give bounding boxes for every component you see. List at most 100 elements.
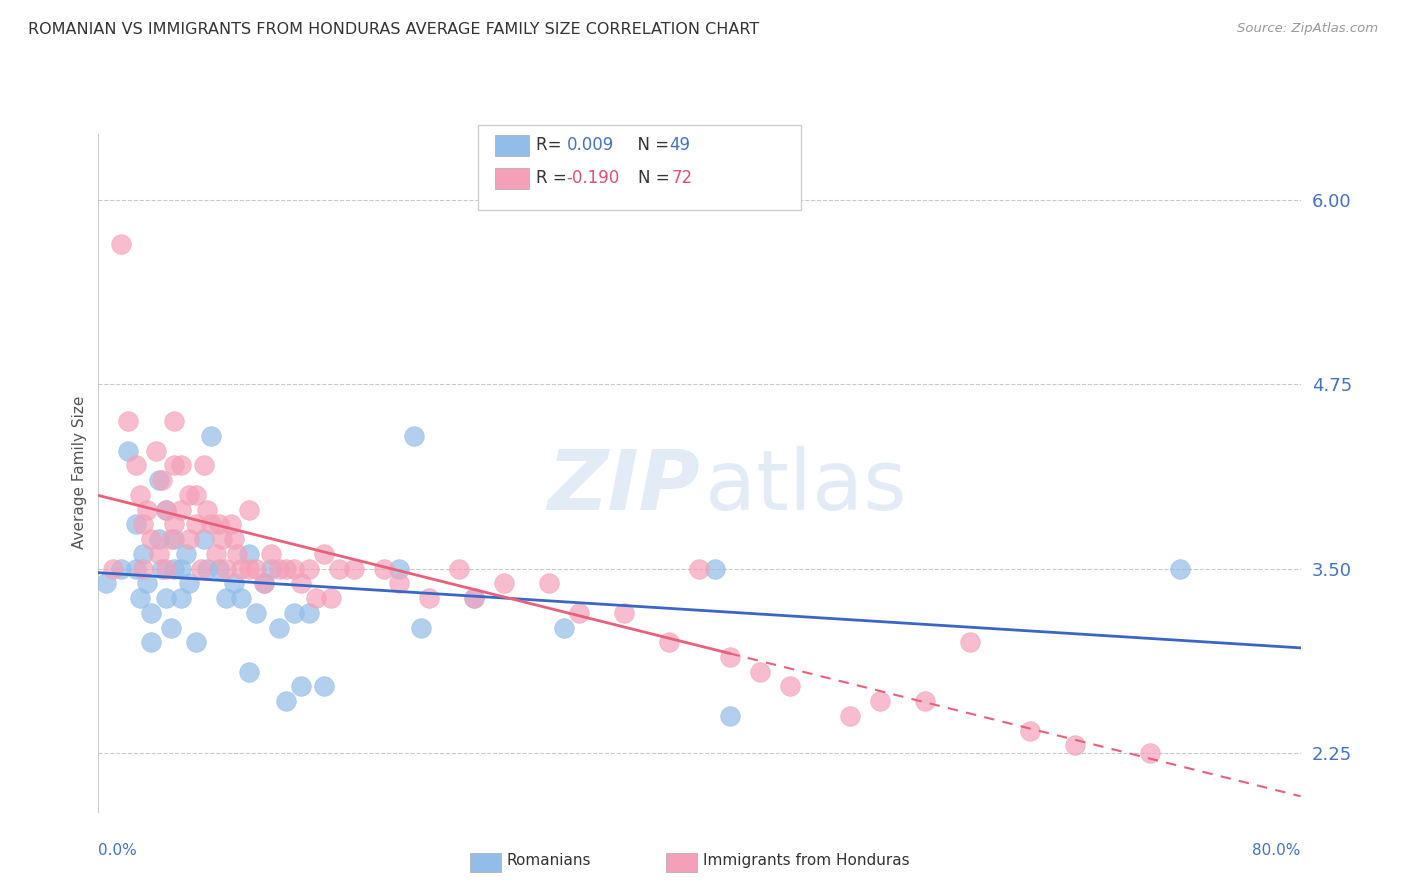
Point [148,532,170,546]
Point [204,547,226,561]
Text: 0.0%: 0.0% [98,843,138,858]
Point [125,561,148,575]
Point [388,561,411,575]
Text: atlas: atlas [706,446,907,527]
Point [139,532,162,546]
Point [914,694,936,708]
Point [312,547,335,561]
Point [222,532,245,546]
Text: 49: 49 [669,136,690,154]
Point [463,591,485,605]
Point [658,635,681,649]
Point [117,443,139,458]
Point [1139,746,1161,760]
Point [103,561,125,575]
Point [1170,561,1192,575]
Point [177,576,200,591]
Text: 72: 72 [672,169,693,187]
Point [155,502,177,516]
Point [283,606,305,620]
Point [162,532,184,546]
Point [411,620,433,634]
Point [538,576,561,591]
Text: N =: N = [638,169,675,187]
Point [568,606,591,620]
Y-axis label: Average Family Size: Average Family Size [72,396,87,549]
Point [132,547,155,561]
Point [129,488,152,502]
Point [748,665,770,679]
Point [150,561,173,575]
Point [1064,739,1087,753]
Point [135,576,157,591]
Point [155,502,177,516]
Text: R =: R = [536,169,572,187]
Point [290,680,312,694]
Point [125,458,148,473]
Point [159,620,181,634]
Point [162,561,184,575]
Point [703,561,725,575]
Point [193,458,215,473]
Point [305,591,328,605]
Text: Source: ZipAtlas.com: Source: ZipAtlas.com [1237,22,1378,36]
Point [718,709,741,723]
Point [418,591,440,605]
Point [245,606,267,620]
Point [328,561,350,575]
Text: 80.0%: 80.0% [1253,843,1301,858]
Point [162,458,184,473]
Point [245,561,267,575]
Point [139,635,162,649]
Point [195,561,218,575]
Point [184,517,207,532]
Point [132,517,155,532]
Point [110,561,132,575]
Point [170,591,193,605]
Point [110,237,132,252]
Point [238,665,260,679]
Point [869,694,891,708]
Point [129,591,152,605]
Point [253,576,276,591]
Point [132,561,155,575]
Point [276,561,298,575]
Point [231,591,253,605]
Point [253,576,276,591]
Point [312,680,335,694]
Point [215,561,238,575]
Point [838,709,860,723]
Point [150,473,173,487]
Point [155,561,177,575]
Point [225,547,247,561]
Point [689,561,711,575]
Point [222,576,245,591]
Point [298,561,321,575]
Text: ROMANIAN VS IMMIGRANTS FROM HONDURAS AVERAGE FAMILY SIZE CORRELATION CHART: ROMANIAN VS IMMIGRANTS FROM HONDURAS AVE… [28,22,759,37]
Point [94,576,117,591]
Point [139,606,162,620]
Point [1019,723,1042,738]
Point [215,591,238,605]
Point [290,576,312,591]
Point [155,591,177,605]
Point [125,517,148,532]
Text: Immigrants from Honduras: Immigrants from Honduras [703,854,910,868]
Point [177,488,200,502]
Point [238,547,260,561]
Point [959,635,981,649]
Point [135,502,157,516]
Point [321,591,343,605]
Point [170,502,193,516]
Point [267,561,290,575]
Point [177,532,200,546]
Point [208,561,231,575]
Point [117,414,139,428]
Text: R=: R= [536,136,567,154]
Point [283,561,305,575]
Point [148,547,170,561]
Point [162,517,184,532]
Point [184,488,207,502]
Point [238,502,260,516]
Point [298,606,321,620]
